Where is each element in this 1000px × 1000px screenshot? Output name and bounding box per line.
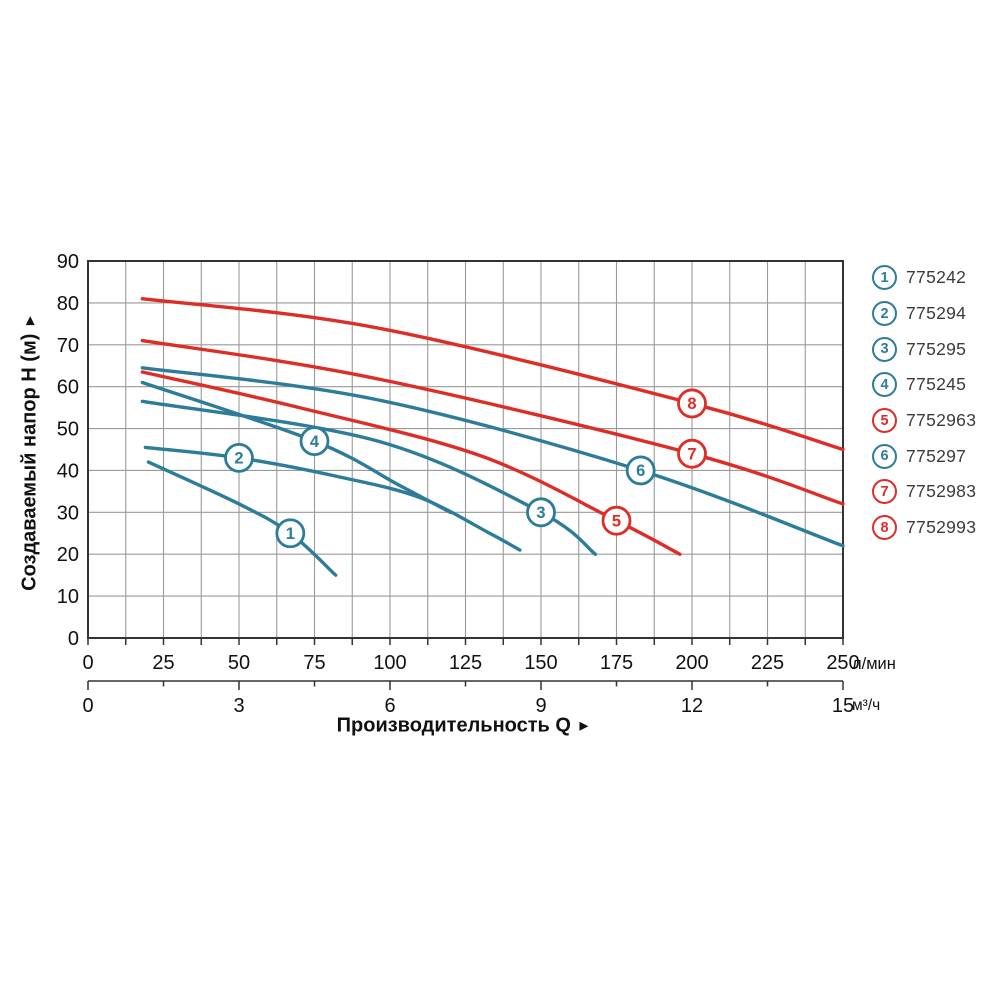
curve-label-circle-7: [677, 438, 707, 469]
curve-5: [140, 370, 682, 556]
legend-item-775245: 4 775245: [872, 367, 976, 403]
curve-label-number-3: 3: [536, 504, 545, 522]
curve-label-number-1: 1: [286, 525, 295, 543]
curve-6: [140, 366, 845, 548]
y-axis-title: Создаваемый напор H (м) ►: [19, 313, 42, 591]
y-tick-label: 80: [57, 293, 79, 315]
curve-label-circle-5: [601, 505, 632, 536]
legend-number-badge: 2: [872, 301, 897, 327]
x-axis-unit-m3h: м³/ч: [852, 697, 880, 714]
legend-number-badge: 1: [872, 265, 897, 291]
legend-item-775295: 3 775295: [872, 331, 976, 367]
legend: 1 775242 2 775294 3 775295 4 775245 5 7752963 6 775…: [872, 260, 976, 546]
y-tick-label: 40: [57, 460, 79, 482]
y-tick-label: 50: [57, 419, 79, 441]
x-axis-title: Производительность Q ►: [337, 715, 592, 738]
legend-number-badge: 6: [872, 443, 897, 469]
curve-label-number-5: 5: [612, 513, 621, 531]
x-tick-label: 125: [449, 652, 482, 674]
curve-label-circle-3: [526, 497, 556, 528]
legend-model-label: 7752983: [906, 481, 977, 502]
y-tick-label: 60: [57, 377, 79, 399]
x-axis-arrow-icon: ►: [576, 717, 592, 735]
secondary-x-tick-label: 6: [384, 695, 395, 717]
x-tick-label: 50: [228, 652, 250, 674]
secondary-x-tick-label: 0: [82, 695, 93, 717]
x-tick-label: 225: [751, 652, 784, 674]
legend-item-775294: 2 775294: [872, 296, 976, 332]
curve-label-circle-2: [224, 442, 254, 473]
curve-label-number-8: 8: [687, 395, 696, 413]
legend-item-7752993: 8 7752993: [872, 510, 976, 546]
legend-model-label: 775297: [906, 445, 967, 466]
curve-1: [146, 460, 338, 577]
secondary-x-tick-label: 12: [681, 695, 703, 717]
y-tick-label: 70: [57, 335, 79, 357]
y-tick-label: 90: [57, 251, 79, 273]
x-axis-title-text: Производительность Q: [336, 714, 571, 737]
secondary-x-tick-label: 3: [233, 695, 244, 717]
y-tick-label: 10: [57, 586, 79, 608]
legend-model-label: 775294: [906, 303, 967, 324]
curve-7: [140, 338, 845, 506]
legend-item-7752963: 5 7752963: [872, 403, 976, 439]
x-tick-label: 25: [152, 652, 174, 674]
legend-model-label: 775245: [906, 374, 967, 395]
curve-label-number-6: 6: [636, 462, 645, 480]
legend-number-badge: 5: [872, 408, 897, 434]
y-axis-arrow-icon: ►: [21, 313, 39, 328]
legend-number-badge: 7: [872, 479, 897, 505]
x-tick-label: 0: [82, 652, 93, 674]
legend-item-775297: 6 775297: [872, 438, 976, 474]
curve-label-number-7: 7: [687, 445, 696, 463]
x-tick-label: 175: [600, 652, 633, 674]
secondary-x-tick-label: 15: [832, 695, 854, 717]
legend-item-775242: 1 775242: [872, 260, 976, 296]
x-tick-label: 100: [373, 652, 406, 674]
secondary-x-tick-label: 9: [535, 695, 546, 717]
legend-number-badge: 8: [872, 515, 897, 541]
legend-model-label: 775295: [906, 338, 967, 359]
y-tick-label: 30: [57, 502, 79, 524]
x-axis-unit-lmin: л/мин: [852, 655, 896, 673]
legend-model-label: 7752963: [906, 410, 977, 431]
legend-item-7752983: 7 7752983: [872, 474, 976, 510]
y-tick-label: 0: [68, 628, 79, 650]
y-tick-label: 20: [57, 544, 79, 566]
curve-4: [140, 380, 453, 515]
curve-label-number-2: 2: [234, 450, 243, 468]
curve-label-number-4: 4: [310, 433, 320, 451]
curve-label-circle-6: [625, 455, 656, 486]
legend-number-badge: 4: [872, 372, 897, 398]
legend-number-badge: 3: [872, 336, 897, 362]
curve-label-circle-8: [677, 388, 707, 419]
curve-label-circle-1: [275, 518, 306, 549]
x-tick-label: 150: [524, 652, 557, 674]
x-tick-label: 250: [826, 652, 859, 674]
x-tick-label: 200: [675, 652, 708, 674]
x-tick-label: 75: [303, 652, 325, 674]
curve-8: [140, 297, 845, 452]
legend-model-label: 775242: [906, 267, 967, 288]
curve-3: [140, 399, 598, 556]
curve-label-circle-4: [299, 426, 330, 457]
y-axis-title-text: Создаваемый напор H (м): [18, 333, 41, 591]
legend-model-label: 7752993: [906, 517, 977, 538]
